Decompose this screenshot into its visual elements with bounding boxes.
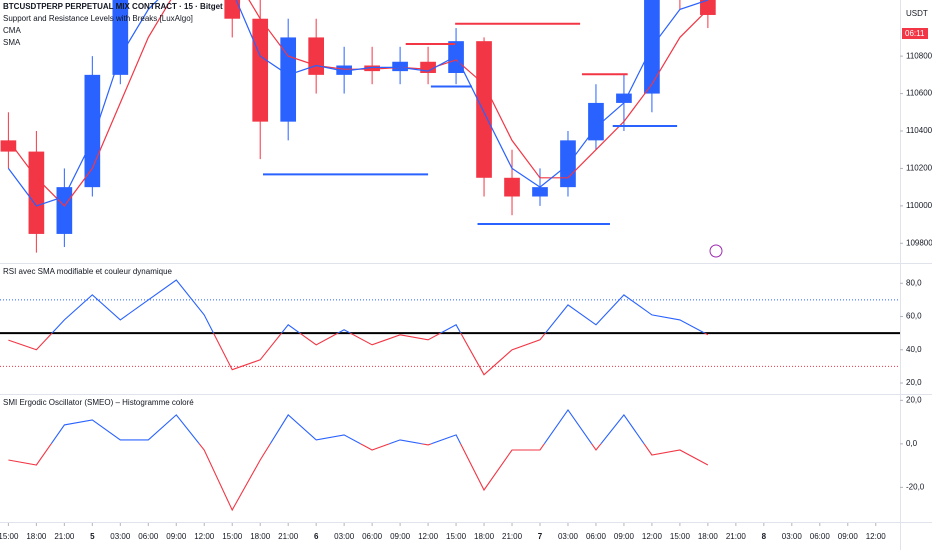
y-tick-label: 110600,0 <box>906 89 932 98</box>
y-tick-label: 20,0 <box>906 395 922 404</box>
candle-body <box>280 37 297 122</box>
pane-title: RSI avec SMA modifiable et couleur dynam… <box>3 267 173 276</box>
y-tick-label: 109800,0 <box>906 238 932 247</box>
y-tick-label: 0,0 <box>906 439 918 448</box>
x-tick-label: 12:00 <box>866 532 887 541</box>
x-tick-label: 15:00 <box>446 532 467 541</box>
candle-body <box>392 61 408 72</box>
x-tick-label: 8 <box>762 532 767 541</box>
x-tick-label: 21:00 <box>54 532 75 541</box>
x-tick-label: 03:00 <box>782 532 803 541</box>
candle-body <box>56 187 73 234</box>
x-tick-label: 15:00 <box>0 532 19 541</box>
x-tick-label: 6 <box>314 532 319 541</box>
x-tick-label: 18:00 <box>250 532 271 541</box>
y-tick-label: 20,0 <box>906 378 922 387</box>
countdown-label: 06:11 <box>905 29 925 38</box>
x-tick-label: 03:00 <box>558 532 579 541</box>
x-tick-label: 03:00 <box>110 532 131 541</box>
x-tick-label: 09:00 <box>838 532 859 541</box>
y-tick-label: 80,0 <box>906 278 922 287</box>
oscillator-up <box>50 408 645 444</box>
pane <box>0 299 900 367</box>
oscillator-down <box>8 333 709 376</box>
x-tick-label: 15:00 <box>670 532 691 541</box>
pane <box>0 0 716 253</box>
candle-body <box>336 65 352 75</box>
candle-body <box>224 0 241 19</box>
pane-title: BTCUSDTPERP PERPETUAL MIX CONTRACT · 15 … <box>3 2 223 11</box>
candle-body <box>0 140 17 152</box>
candle-body <box>588 102 604 141</box>
x-tick-label: 06:00 <box>362 532 383 541</box>
candle-body <box>112 0 129 75</box>
x-tick-label: 15:00 <box>222 532 243 541</box>
x-tick-label: 06:00 <box>810 532 831 541</box>
x-tick-label: 12:00 <box>418 532 439 541</box>
x-tick-label: 18:00 <box>474 532 495 541</box>
indicator-label: Support and Resistance Levels with Break… <box>3 14 193 23</box>
event-icon[interactable] <box>709 244 723 258</box>
x-tick-label: 12:00 <box>194 532 215 541</box>
y-tick-label: 110800,0 <box>906 51 932 60</box>
x-tick-label: 09:00 <box>166 532 187 541</box>
candle-body <box>252 18 269 122</box>
y-tick-label: 60,0 <box>906 312 922 321</box>
y-tick-label: 110000,0 <box>906 201 932 210</box>
candle-body <box>616 93 632 103</box>
countdown-tag <box>902 28 928 39</box>
legend-entry: CMA <box>3 26 21 35</box>
candle-body <box>420 61 436 73</box>
x-tick-label: 03:00 <box>334 532 355 541</box>
x-tick-label: 21:00 <box>726 532 747 541</box>
x-tick-label: 21:00 <box>502 532 523 541</box>
y-tick-label: 40,0 <box>906 345 922 354</box>
x-tick-label: 06:00 <box>138 532 159 541</box>
x-tick-label: 7 <box>538 532 543 541</box>
y-tick-label: 110400,0 <box>906 126 932 135</box>
candle-body <box>700 0 716 15</box>
x-tick-label: 09:00 <box>614 532 635 541</box>
candle-body <box>532 187 548 197</box>
x-tick-label: 5 <box>90 532 95 541</box>
candle-body <box>364 65 380 72</box>
moving-average <box>7 0 709 207</box>
legend-entry: SMA <box>3 38 21 47</box>
x-tick-label: 12:00 <box>642 532 663 541</box>
x-tick-label: 18:00 <box>698 532 719 541</box>
candle-body <box>504 177 520 197</box>
currency-label: USDT <box>906 9 928 18</box>
oscillator-down <box>8 443 709 512</box>
x-tick-label: 09:00 <box>390 532 411 541</box>
x-tick-label: 18:00 <box>26 532 47 541</box>
x-tick-label: 21:00 <box>278 532 299 541</box>
y-tick-label: 110200,0 <box>906 164 932 173</box>
candle-body <box>476 41 492 178</box>
oscillator-up <box>51 279 706 334</box>
y-tick-label: -20,0 <box>906 482 925 491</box>
x-tick-label: 06:00 <box>586 532 607 541</box>
candle-body <box>28 151 45 234</box>
pane-title: SMI Ergodic Oscillator (SMEO) – Histogra… <box>3 398 194 407</box>
candle-body <box>308 37 324 75</box>
candle-body <box>84 74 101 188</box>
